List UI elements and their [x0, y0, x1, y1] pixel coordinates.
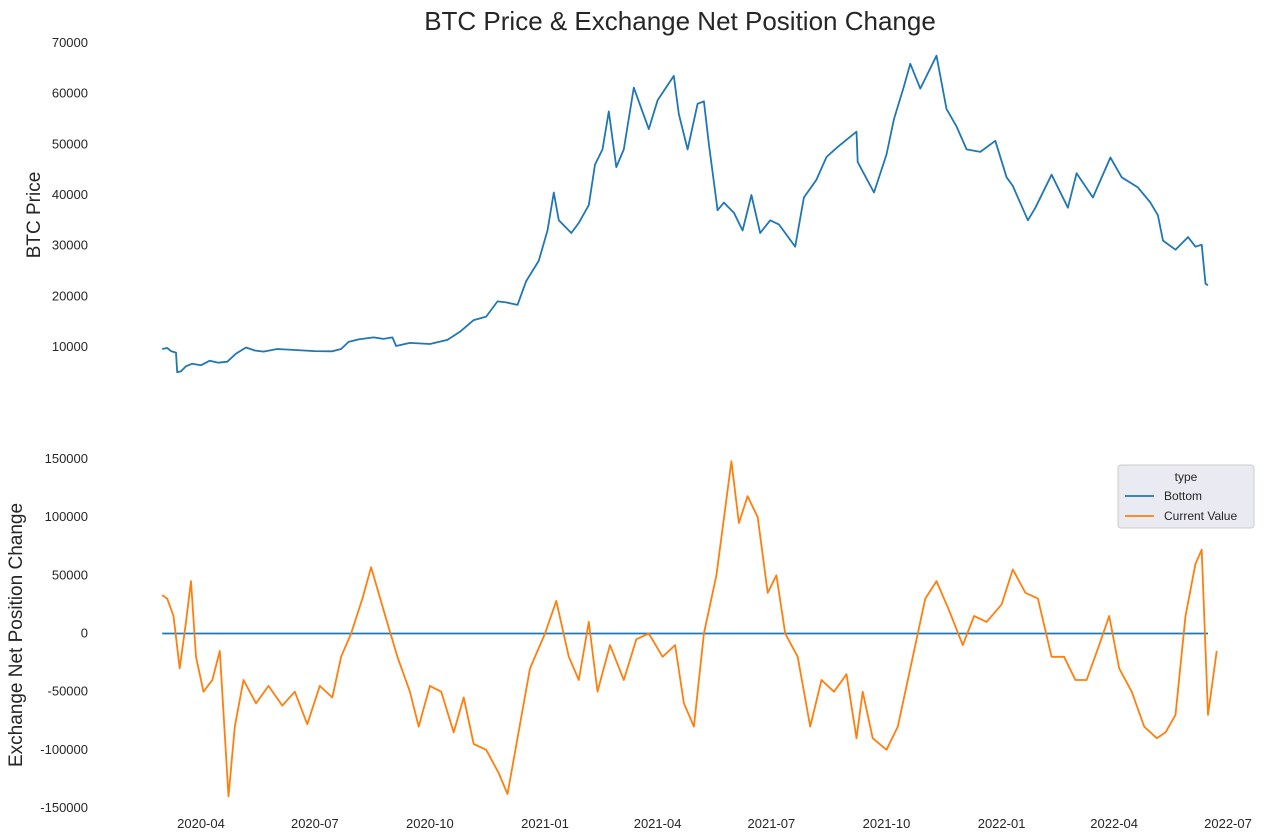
date-xtick-label: 2020-10	[406, 816, 454, 831]
current-value-line	[161, 460, 1218, 798]
price-ytick-label: 40000	[52, 187, 88, 202]
net-position-ytick-label: 50000	[52, 567, 88, 582]
date-xtick-label: 2021-07	[748, 816, 796, 831]
date-xtick-label: 2020-07	[291, 816, 339, 831]
net-position-ytick-label: -50000	[48, 684, 88, 699]
legend-title: type	[1175, 470, 1198, 484]
net-position-ytick-label: 150000	[45, 451, 88, 466]
price-yticks: 10000 20000 30000 40000 50000 60000 70000	[52, 35, 88, 354]
price-ytick-label: 20000	[52, 288, 88, 303]
btc-price-line	[162, 54, 1209, 374]
date-xtick-label: 2022-01	[978, 816, 1026, 831]
date-xtick-label: 2021-10	[863, 816, 911, 831]
date-xticks: 2020-04 2020-07 2020-10 2021-01 2021-04 2021-…	[177, 816, 1252, 831]
price-ylabel: BTC Price	[24, 172, 45, 259]
price-axes: BTC Price 10000 20000 30000 40000 50000 60000…	[24, 35, 1209, 374]
price-ytick-label: 30000	[52, 238, 88, 253]
net-position-axes: Exchange Net Position Change -150000 -100…	[6, 451, 1252, 831]
date-xtick-label: 2021-01	[521, 816, 569, 831]
price-ytick-label: 10000	[52, 339, 88, 354]
legend-label-bottom: Bottom	[1164, 489, 1202, 503]
net-position-ytick-label: 0	[81, 626, 88, 641]
price-ytick-label: 50000	[52, 136, 88, 151]
price-ytick-label: 60000	[52, 86, 88, 101]
net-position-ytick-label: -150000	[40, 800, 88, 815]
price-ytick-label: 70000	[52, 35, 88, 50]
net-position-ytick-label: 100000	[45, 509, 88, 524]
date-xtick-label: 2022-07	[1204, 816, 1252, 831]
date-xtick-label: 2020-04	[177, 816, 225, 831]
net-position-yticks: -150000 -100000 -50000 0 50000 100000 150000	[40, 451, 88, 815]
legend: type Bottom Current Value	[1117, 464, 1255, 529]
legend-frame	[1117, 464, 1255, 529]
chart-title: BTC Price & Exchange Net Position Change	[424, 6, 936, 36]
date-xtick-label: 2021-04	[634, 816, 682, 831]
net-position-ylabel: Exchange Net Position Change	[6, 503, 27, 767]
legend-label-current-value: Current Value	[1164, 509, 1237, 523]
date-xtick-label: 2022-04	[1090, 816, 1138, 831]
net-position-ytick-label: -100000	[40, 742, 88, 757]
